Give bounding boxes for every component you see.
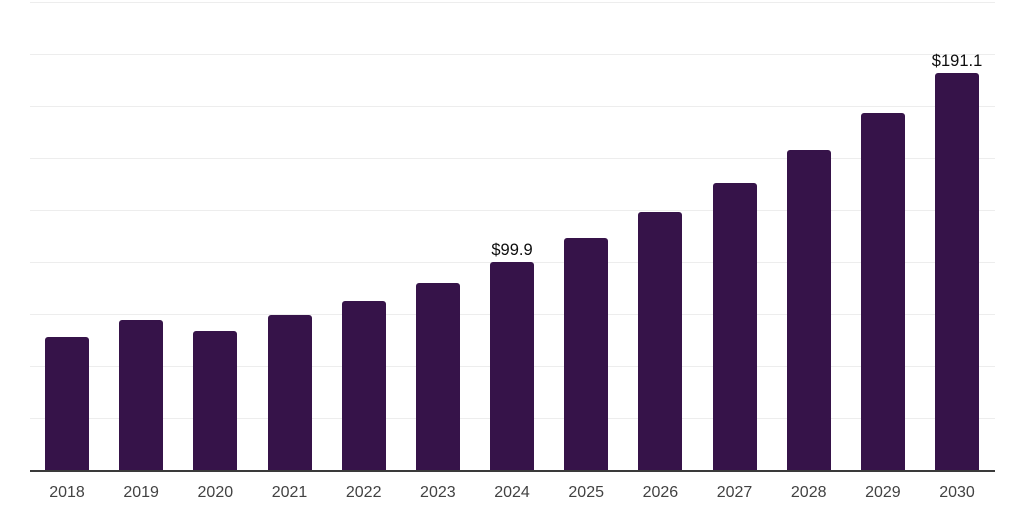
bar-2027 — [712, 182, 757, 470]
gridline — [30, 1, 995, 3]
x-tick-label-2020: 2020 — [197, 484, 234, 501]
bar-2019 — [119, 319, 164, 470]
x-tick-label-2026: 2026 — [642, 484, 679, 501]
bar-2022 — [341, 301, 386, 470]
x-axis-line — [30, 469, 995, 472]
bar-2026 — [638, 212, 683, 470]
x-tick-label-2028: 2028 — [790, 484, 827, 501]
bar-2024 — [490, 262, 535, 470]
x-tick-label-2027: 2027 — [716, 484, 753, 501]
gridline — [30, 157, 995, 159]
x-tick-label-2030: 2030 — [939, 484, 975, 501]
gridline — [30, 261, 995, 263]
x-tick-label-2022: 2022 — [345, 484, 382, 501]
x-tick-label-2018: 2018 — [49, 484, 85, 501]
value-label-2024: $99.9 — [491, 241, 533, 260]
bar-2029 — [860, 113, 905, 470]
bar-2025 — [564, 238, 609, 470]
bar-2021 — [267, 315, 312, 470]
bar-2028 — [786, 149, 831, 470]
bar-2020 — [193, 331, 238, 470]
gridline — [30, 53, 995, 55]
bar-2018 — [45, 337, 89, 470]
x-tick-label-2025: 2025 — [568, 484, 604, 501]
bar-2023 — [415, 283, 460, 470]
x-tick-label-2023: 2023 — [420, 484, 456, 501]
x-tick-label-2024: 2024 — [494, 484, 530, 501]
x-tick-label-2021: 2021 — [271, 484, 308, 501]
gridline — [30, 105, 995, 107]
gridline — [30, 209, 995, 211]
x-tick-label-2019: 2019 — [123, 484, 159, 501]
bar-2030 — [935, 72, 980, 470]
value-label-2030: $191.1 — [931, 51, 983, 70]
x-tick-label-2029: 2029 — [865, 484, 901, 501]
